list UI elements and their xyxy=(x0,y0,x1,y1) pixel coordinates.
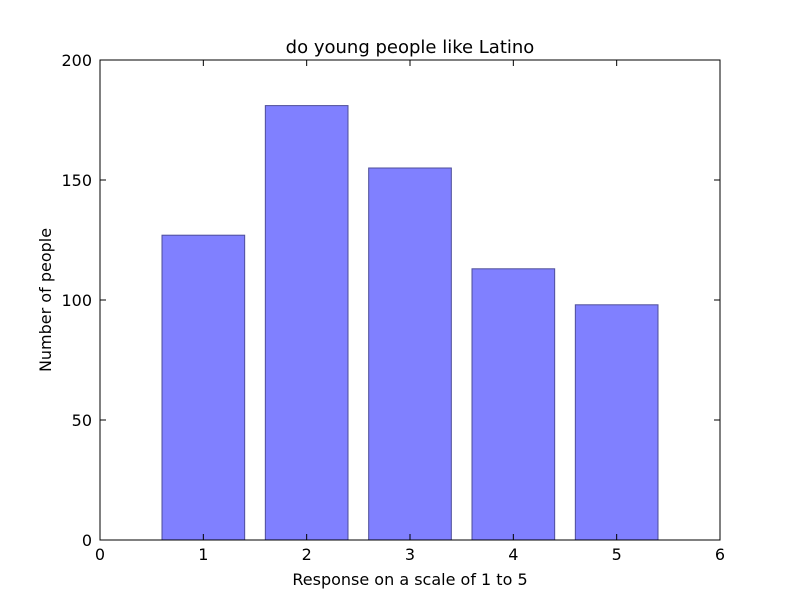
bar-4 xyxy=(471,268,556,541)
bar-2 xyxy=(264,105,349,541)
y-axis-label: Number of people xyxy=(36,228,55,372)
x-tick-label: 2 xyxy=(302,545,312,564)
x-tick-label: 4 xyxy=(508,545,518,564)
y-tick-label: 150 xyxy=(61,171,92,190)
x-tick-label: 6 xyxy=(715,545,725,564)
chart-title: do young people like Latino xyxy=(286,37,535,58)
bars-layer xyxy=(161,105,659,541)
x-axis-label: Response on a scale of 1 to 5 xyxy=(292,570,527,589)
y-tick-label: 0 xyxy=(82,531,92,550)
x-tick-label: 5 xyxy=(612,545,622,564)
y-tick-label: 200 xyxy=(61,51,92,70)
x-tick-label: 1 xyxy=(198,545,208,564)
x-tick-label: 0 xyxy=(95,545,105,564)
bar-5 xyxy=(574,304,659,541)
x-tick-label: 3 xyxy=(405,545,415,564)
y-tick-label: 100 xyxy=(61,291,92,310)
y-tick-label: 50 xyxy=(72,411,92,430)
ticks-layer: 0 1 2 3 4 5 6 0 50 100 150 200 xyxy=(61,51,725,564)
bar-1 xyxy=(161,234,246,541)
bar-3 xyxy=(368,167,452,541)
